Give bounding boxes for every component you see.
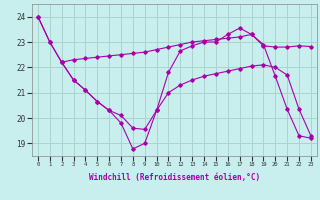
X-axis label: Windchill (Refroidissement éolien,°C): Windchill (Refroidissement éolien,°C)	[89, 173, 260, 182]
